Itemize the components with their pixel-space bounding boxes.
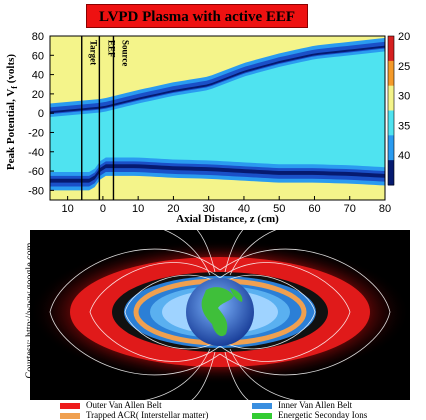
colorbar-tick-1: 25 [398, 61, 410, 73]
colorbar-tick-4: 40 [398, 150, 410, 162]
x-tick-label-9: 80 [379, 203, 391, 215]
cyan-region [50, 41, 385, 189]
y-tick-label-3: -20 [28, 127, 44, 139]
x-tick-label-4: 30 [203, 203, 215, 215]
x-tick-label-6: 50 [273, 203, 285, 215]
lower-band-core [50, 164, 385, 183]
y-tick-label-5: 20 [32, 89, 44, 101]
legend-item-inner-belt: Inner Van Allen Belt [252, 400, 352, 410]
y-tick-label-7: 60 [32, 50, 44, 62]
y-tick-label-4: 0 [38, 108, 44, 120]
legend-label: Energetic Seconday Ions [278, 410, 368, 420]
region-label-1: EEF [106, 40, 116, 58]
y-axis-label-sub: f [10, 86, 19, 89]
field-lines [49, 230, 391, 400]
colorbar-segment-1 [388, 60, 394, 87]
y-tick-label-1: -60 [28, 166, 44, 178]
legend-label: Inner Van Allen Belt [278, 400, 353, 410]
x-tick-label-3: 20 [167, 203, 179, 215]
legend-item-energetic-ions: Energetic Seconday Ions [252, 410, 367, 420]
colorbar-frame [387, 35, 395, 186]
colorbar-segment-3 [388, 110, 394, 136]
colorbar-tick-3: 35 [398, 120, 410, 132]
region-label-0: Target [89, 40, 99, 65]
legend-item-outer-belt: Outer Van Allen Belt [60, 400, 162, 410]
x-tick-label-7: 60 [308, 203, 320, 215]
legend-label: Outer Van Allen Belt [86, 400, 162, 410]
colorbar-segment-4 [388, 135, 394, 161]
plot-frame [49, 35, 386, 201]
x-tick-label-0: 10 [62, 203, 74, 215]
x-axis-label: Axial Distance, z (cm) [176, 213, 279, 225]
legend-swatch [252, 412, 272, 419]
x-tick-label-2: 10 [132, 203, 144, 215]
legend-item-trapped-acr: Trapped ACR( Interstellar matter) [60, 410, 208, 420]
belt-diagram [30, 230, 410, 400]
y-axis-label: Peak Potential, Vf (volts) [5, 54, 19, 170]
legend-label: Trapped ACR( Interstellar matter) [86, 410, 209, 420]
y-tick-label-6: 40 [32, 70, 44, 82]
y-tick-label-8: 80 [32, 31, 44, 43]
van-allen-belt-figure [30, 230, 410, 400]
x-tick-label-1: 0 [100, 203, 106, 215]
x-tick-label-8: 70 [344, 203, 356, 215]
legend-swatch [252, 402, 272, 409]
courtesy-text: Courtesy: http://www.google.com [24, 242, 36, 379]
colorbar-segment-5 [388, 160, 394, 186]
y-tick-label-2: -40 [28, 147, 44, 159]
earth-continents [201, 287, 234, 337]
colorbar-segment-2 [388, 85, 394, 111]
belt-legend: Outer Van Allen Belt Inner Van Allen Bel… [60, 400, 400, 420]
colorbar-tick-2: 30 [398, 91, 410, 103]
legend-swatch [60, 402, 80, 409]
colorbar-tick-0: 20 [398, 31, 410, 43]
region-label-2: Source [120, 40, 130, 66]
y-tick-label-0: -80 [28, 185, 44, 197]
x-tick-label-5: 40 [238, 203, 250, 215]
y-axis-label-unit: (volts) [5, 54, 17, 86]
colorbar-segment-0 [388, 36, 394, 62]
chart-title: LVPD Plasma with active EEF [86, 4, 308, 28]
legend-swatch [60, 412, 80, 419]
upper-band-inner [50, 41, 385, 115]
